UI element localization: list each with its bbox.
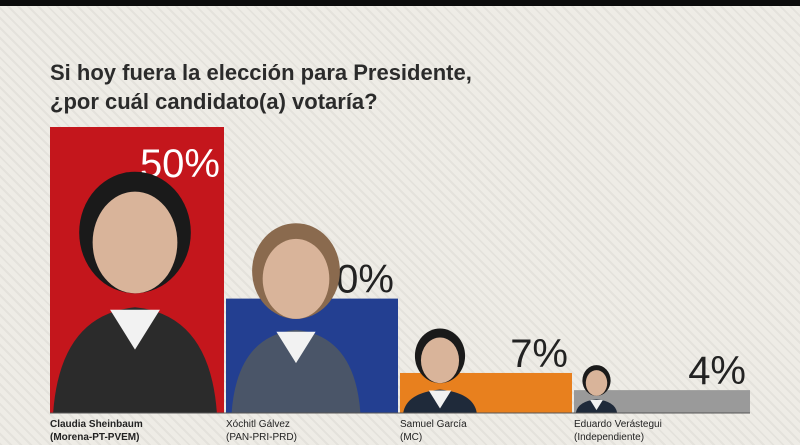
top-border <box>0 0 800 6</box>
candidate-portrait-icon <box>403 328 477 413</box>
candidate-portrait-icon <box>231 223 361 413</box>
value-label-verastegui: 4% <box>688 349 746 393</box>
chart-title: Si hoy fuera la elección para Presidente… <box>50 58 690 116</box>
title-line-1: Si hoy fuera la elección para Presidente… <box>50 60 472 85</box>
candidate-portrait-icon <box>575 365 618 413</box>
title-line-2: ¿por cuál candidato(a) votaría? <box>50 89 378 114</box>
bar-verastegui <box>574 390 750 413</box>
value-label-garcia: 7% <box>510 332 568 376</box>
candidate-portrait-icon <box>53 171 217 413</box>
